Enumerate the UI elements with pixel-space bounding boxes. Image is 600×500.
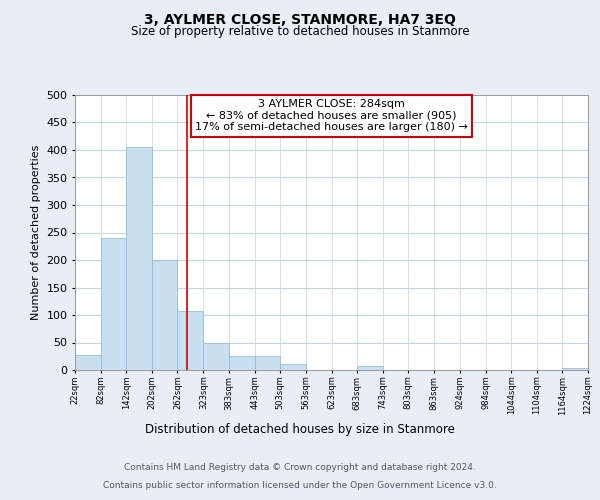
Bar bbox=[229, 356, 254, 370]
Bar bbox=[357, 366, 383, 370]
Text: Distribution of detached houses by size in Stanmore: Distribution of detached houses by size … bbox=[145, 422, 455, 436]
Text: 3, AYLMER CLOSE, STANMORE, HA7 3EQ: 3, AYLMER CLOSE, STANMORE, HA7 3EQ bbox=[144, 12, 456, 26]
Bar bbox=[203, 343, 229, 370]
Bar bbox=[254, 356, 280, 370]
Text: Size of property relative to detached houses in Stanmore: Size of property relative to detached ho… bbox=[131, 25, 469, 38]
Bar bbox=[126, 147, 152, 370]
Bar bbox=[280, 364, 306, 370]
Bar bbox=[152, 260, 178, 370]
Text: 3 AYLMER CLOSE: 284sqm
← 83% of detached houses are smaller (905)
17% of semi-de: 3 AYLMER CLOSE: 284sqm ← 83% of detached… bbox=[195, 99, 468, 132]
Text: Contains public sector information licensed under the Open Government Licence v3: Contains public sector information licen… bbox=[103, 481, 497, 490]
Y-axis label: Number of detached properties: Number of detached properties bbox=[31, 145, 41, 320]
Text: Contains HM Land Registry data © Crown copyright and database right 2024.: Contains HM Land Registry data © Crown c… bbox=[124, 464, 476, 472]
Bar bbox=[75, 355, 101, 370]
Bar bbox=[178, 311, 203, 370]
Bar bbox=[101, 238, 126, 370]
Bar bbox=[562, 368, 588, 370]
